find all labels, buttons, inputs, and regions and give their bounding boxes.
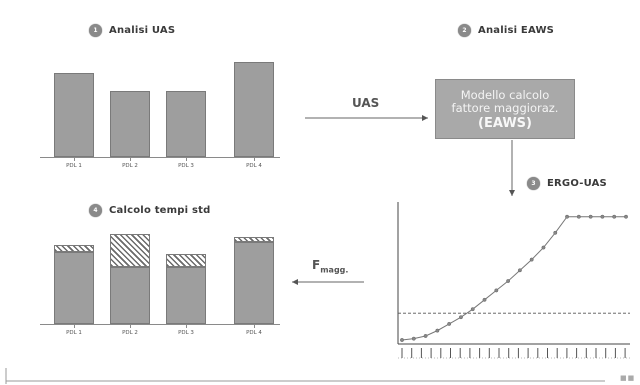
ergo-point (553, 230, 558, 235)
chart1-bar (110, 91, 150, 157)
chart2-xlabel: PDL 2 (122, 330, 138, 336)
chart2-tick (130, 324, 131, 328)
model-box-line3: (EAWS) (478, 115, 532, 131)
step-3-header: 3 ERGO-UAS (527, 177, 607, 190)
chart2-tick (254, 324, 255, 328)
chart1-bar (54, 73, 94, 157)
chart2-bar-increment (234, 237, 274, 242)
chart1-tick (254, 157, 255, 161)
chart2-bar-increment (110, 234, 150, 267)
ergo-curve (401, 216, 626, 341)
ergo-point (576, 214, 581, 219)
step-4-label: Calcolo tempi std (109, 205, 211, 216)
chart1-bar (234, 62, 274, 157)
ergo-point (600, 214, 605, 219)
chart2-bar-base (166, 267, 206, 324)
corner-decoration: ■■ (620, 374, 636, 382)
ergo-point (447, 321, 452, 326)
chart2-xlabel: PDL 1 (66, 330, 82, 336)
step-3-badge: 3 (527, 177, 540, 190)
chart2-xlabel: PDL 4 (246, 330, 262, 336)
std-time-bar-chart: PDL 1 PDL 2 PDL 3 PDL 4 (40, 220, 280, 340)
ergo-point (624, 214, 628, 219)
ergo-point (612, 214, 617, 219)
chart2-baseline (40, 324, 280, 325)
ergo-point (494, 288, 499, 293)
chart1-baseline (40, 157, 280, 158)
step-4-badge: 4 (89, 204, 102, 217)
chart1-bar (166, 91, 206, 157)
model-box-line1: Modello calcolo (460, 87, 550, 102)
chart2-tick (74, 324, 75, 328)
chart2-bar-increment (54, 245, 94, 252)
ergo-point (506, 279, 511, 283)
ergo-uas-line-chart (397, 202, 630, 359)
ergo-point (470, 307, 475, 312)
ergo-point (565, 214, 570, 219)
chart2-bar-base (234, 242, 274, 324)
eaws-model-box: Modello calcolo fattore maggioraz. (EAWS… (435, 79, 575, 139)
chart1-xlabel: PDL 2 (122, 163, 138, 169)
step-2-header: 2 Analisi EAWS (458, 24, 554, 37)
uas-arrow-label: UAS (352, 96, 380, 110)
chart2-bar-base (54, 252, 94, 324)
ergo-point (400, 338, 404, 342)
uas-bar-chart: PDL 1 PDL 2 PDL 3 PDL 4 (40, 40, 280, 180)
chart1-xlabel: PDL 1 (66, 163, 82, 169)
fmagg-sub: magg. (320, 265, 349, 275)
chart2-xlabel: PDL 3 (178, 330, 194, 336)
step-1-label: Analisi UAS (109, 25, 176, 36)
chart1-tick (74, 157, 75, 161)
ergo-point (458, 315, 463, 320)
step-1-badge: 1 (89, 24, 102, 37)
chart2-bar-increment (166, 254, 206, 267)
ergo-point (541, 245, 546, 250)
ergo-point (423, 334, 428, 338)
step-2-badge: 2 (458, 24, 471, 37)
ergo-point (588, 214, 593, 219)
chart1-tick (186, 157, 187, 161)
ergo-point (411, 336, 416, 341)
step-3-label: ERGO-UAS (547, 178, 607, 189)
ergo-point (482, 297, 487, 302)
chart1-xlabel: PDL 4 (246, 163, 262, 169)
ergo-point (529, 257, 534, 262)
model-box-line2: fattore maggioraz. (451, 100, 559, 115)
step-2-label: Analisi EAWS (478, 25, 555, 36)
ergo-point (517, 268, 522, 273)
fmagg-arrow-label: Fmagg. (312, 258, 348, 274)
step-1-header: 1 Analisi UAS (89, 24, 175, 37)
chart1-xlabel: PDL 3 (178, 163, 194, 169)
chart2-bar-base (110, 267, 150, 324)
fmagg-main: F (312, 258, 321, 272)
chart1-tick (130, 157, 131, 161)
ergo-point (435, 328, 440, 333)
step-4-header: 4 Calcolo tempi std (89, 204, 210, 217)
chart2-tick (186, 324, 187, 328)
